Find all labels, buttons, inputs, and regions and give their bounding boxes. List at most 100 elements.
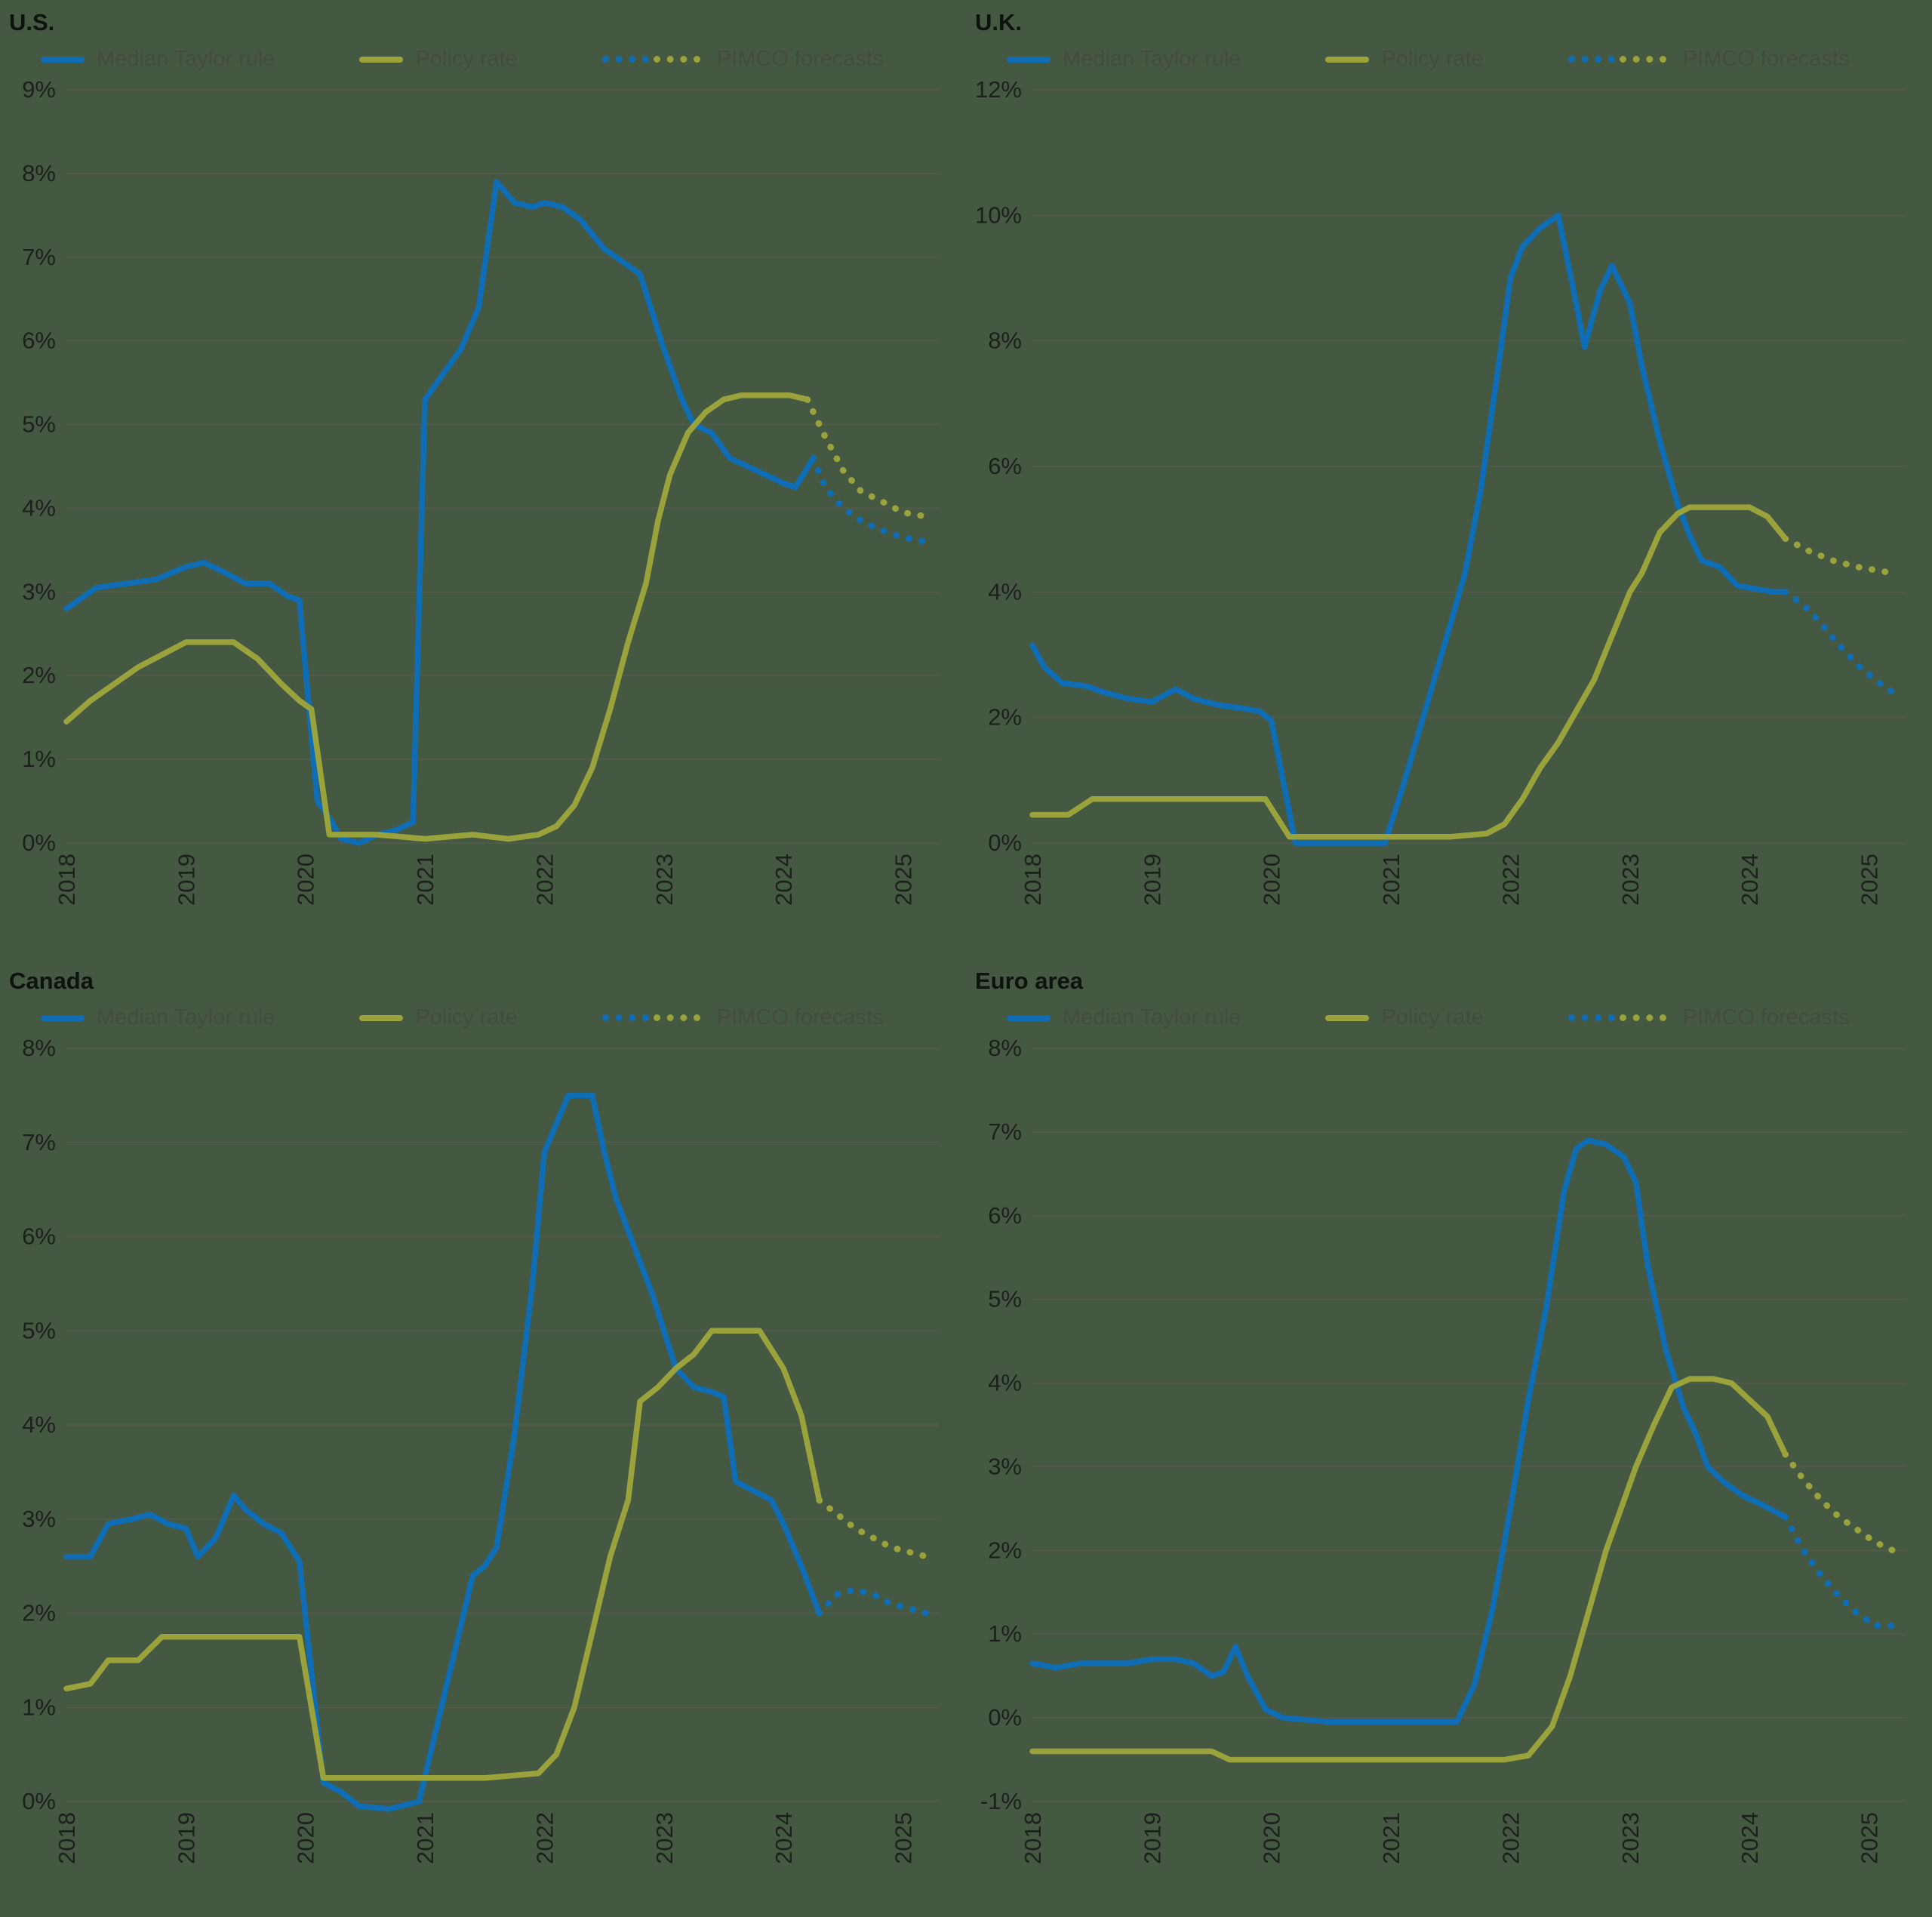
x-tick-label: 2018 [54,854,80,906]
y-tick-label: 6% [988,453,1022,479]
legend-label-policy: Policy rate [1381,47,1484,71]
legend-canada: Median Taylor rule Policy rate PIMCO for… [41,1005,955,1030]
legend-label-taylor: Median Taylor rule [1063,1005,1241,1029]
legend-item-policy: Policy rate [359,1005,518,1030]
x-tick-label: 2019 [173,1812,199,1864]
legend-item-taylor: Median Taylor rule [1007,47,1241,72]
chart-cell-us: U.S. Median Taylor rule Policy rate PIMC… [0,0,966,958]
legend-item-forecast: PIMCO forecasts [601,1005,884,1030]
legend-label-forecast: PIMCO forecasts [1682,47,1850,71]
y-tick-label: 5% [988,1286,1022,1312]
y-tick-label: 3% [988,1453,1022,1479]
legend-item-policy: Policy rate [1325,47,1484,72]
y-tick-label: 0% [22,1788,56,1814]
x-tick-label: 2021 [1378,854,1404,906]
series-policy-forecast [816,1497,931,1560]
series-taylor [1029,1137,1789,1725]
x-tick-label: 2023 [651,854,678,906]
legend-item-taylor: Median Taylor rule [41,1005,275,1030]
x-tick-label: 2019 [1139,854,1165,906]
series-taylor-forecast [1782,589,1897,696]
y-tick-label: 7% [988,1119,1022,1145]
series-policy [1029,1376,1789,1763]
forecast-blue-dotted-swatch [1567,1014,1615,1021]
legend-label-taylor: Median Taylor rule [97,1005,275,1029]
series-policy-forecast [1782,535,1897,577]
y-tick-label: 6% [22,328,56,354]
x-tick-label: 2024 [1737,854,1763,906]
y-tick-label: 4% [22,1411,56,1438]
legend-us: Median Taylor rule Policy rate PIMCO for… [41,47,955,72]
x-tick-label: 2021 [412,1812,438,1864]
x-tick-label: 2022 [1497,854,1524,906]
chart-svg-canada: 0% 1% 2% 3% 4% 5% 6% 7% 8% 2018 2019 2020 2021 2022 20… [22,1035,939,1864]
x-tick-label: 2023 [1617,1812,1644,1864]
taylor-line-swatch [1007,1014,1051,1021]
y-tick-label: 5% [22,411,56,438]
legend-item-forecast: PIMCO forecasts [1567,47,1850,72]
legend-label-policy: Policy rate [1381,1005,1484,1029]
policy-line-swatch [1325,1014,1370,1021]
x-tick-label: 2024 [771,1812,797,1864]
legend-item-policy: Policy rate [359,47,518,72]
y-tick-label: 6% [988,1202,1022,1229]
legend-item-taylor: Median Taylor rule [1007,1005,1241,1030]
chart-svg-euro-area: -1% 0% 1% 2% 3% 4% 5% 6% 7% 8% 2018 2019 2020 2021 202… [980,1035,1905,1864]
plot-canada: 0% 1% 2% 3% 4% 5% 6% 7% 8% 2018 2019 2020 2021 2022 20… [9,1035,955,1884]
series-taylor-forecast [810,454,931,546]
x-tick-label: 2020 [293,1812,319,1864]
taylor-line-swatch [1007,56,1051,63]
y-tick-label: 8% [22,1035,56,1061]
y-tick-label: 8% [22,160,56,186]
x-tick-label: 2021 [412,854,438,906]
x-tick-label: 2025 [1856,854,1882,906]
chart-cell-euro-area: Euro area Median Taylor rule Policy rate… [966,958,1932,1917]
y-tick-label: -1% [980,1788,1022,1814]
x-tick-label: 2019 [173,854,199,906]
legend-label-policy: Policy rate [415,1005,518,1029]
plot-us: 0% 1% 2% 3% 4% 5% 6% 7% 8% 9% 2018 2019 2020 2021 2022… [9,76,955,925]
y-tick-label: 2% [988,704,1022,731]
forecast-olive-dotted-swatch [653,1014,700,1021]
chart-svg-uk: 0% 2% 4% 6% 8% 10% 12% 2018 2019 2020 2021 2022 2023… [975,76,1905,906]
y-tick-label: 1% [22,746,56,772]
y-tick-label: 1% [988,1620,1022,1647]
x-tick-label: 2024 [771,854,797,906]
x-tick-label: 2019 [1139,1812,1165,1864]
x-tick-label: 2018 [1020,1812,1046,1864]
legend-label-forecast: PIMCO forecasts [716,47,884,71]
forecast-blue-dotted-swatch [601,1014,649,1021]
x-tick-label: 2018 [1020,854,1046,906]
chart-title-canada: Canada [9,968,94,994]
legend-euro-area: Median Taylor rule Policy rate PIMCO for… [1007,1005,1921,1030]
legend-item-forecast: PIMCO forecasts [1567,1005,1850,1030]
legend-label-forecast: PIMCO forecasts [1682,1005,1850,1029]
legend-label-forecast: PIMCO forecasts [716,1005,884,1029]
x-tick-label: 2025 [890,1812,916,1864]
y-tick-label: 1% [22,1694,56,1720]
policy-line-swatch [359,1014,404,1021]
x-tick-label: 2024 [1737,1812,1763,1864]
y-tick-label: 2% [22,1600,56,1626]
y-tick-label: 0% [988,829,1022,856]
y-tick-label: 7% [22,244,56,270]
x-tick-label: 2023 [651,1812,678,1864]
policy-line-swatch [1325,56,1370,63]
x-tick-label: 2018 [54,1812,80,1864]
x-tick-label: 2022 [531,854,558,906]
x-tick-label: 2020 [1259,1812,1285,1864]
chart-cell-canada: Canada Median Taylor rule Policy rate PI… [0,958,966,1917]
legend-label-taylor: Median Taylor rule [1063,47,1241,71]
x-tick-label: 2022 [1497,1812,1524,1864]
taylor-line-swatch [41,1014,85,1021]
y-tick-label: 2% [988,1537,1022,1563]
x-tick-label: 2022 [531,1812,558,1864]
y-tick-label: 9% [22,76,56,103]
forecast-olive-dotted-swatch [653,56,700,63]
series-policy [63,1328,823,1781]
legend-item-policy: Policy rate [1325,1005,1484,1030]
forecast-blue-dotted-swatch [1567,56,1615,63]
x-tick-label: 2020 [1259,854,1285,906]
y-tick-label: 8% [988,1035,1022,1061]
